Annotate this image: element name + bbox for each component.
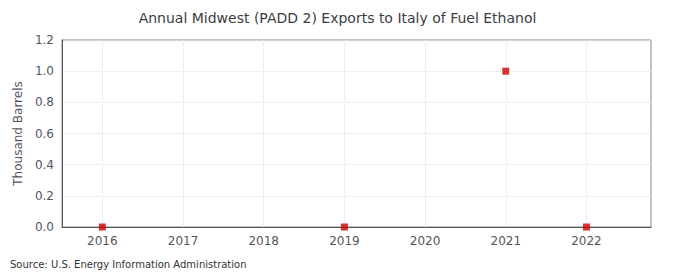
svg-text:Source: U.S. Energy Informatio: Source: U.S. Energy Information Administ… bbox=[10, 259, 247, 270]
svg-text:2021: 2021 bbox=[490, 234, 521, 248]
svg-text:Annual Midwest (PADD 2) Export: Annual Midwest (PADD 2) Exports to Italy… bbox=[139, 10, 537, 26]
svg-text:2017: 2017 bbox=[168, 234, 199, 248]
svg-text:1.2: 1.2 bbox=[35, 33, 54, 47]
svg-text:2020: 2020 bbox=[410, 234, 441, 248]
svg-text:Thousand Barrels: Thousand Barrels bbox=[11, 81, 25, 186]
svg-text:0.0: 0.0 bbox=[35, 220, 54, 234]
svg-text:0.4: 0.4 bbox=[35, 158, 54, 172]
svg-text:2022: 2022 bbox=[571, 234, 602, 248]
svg-text:1.0: 1.0 bbox=[35, 64, 54, 78]
svg-text:2016: 2016 bbox=[87, 234, 118, 248]
svg-text:0.2: 0.2 bbox=[35, 189, 54, 203]
svg-text:2018: 2018 bbox=[248, 234, 279, 248]
svg-text:2019: 2019 bbox=[329, 234, 360, 248]
svg-text:0.8: 0.8 bbox=[35, 95, 54, 109]
svg-text:0.6: 0.6 bbox=[35, 127, 54, 141]
